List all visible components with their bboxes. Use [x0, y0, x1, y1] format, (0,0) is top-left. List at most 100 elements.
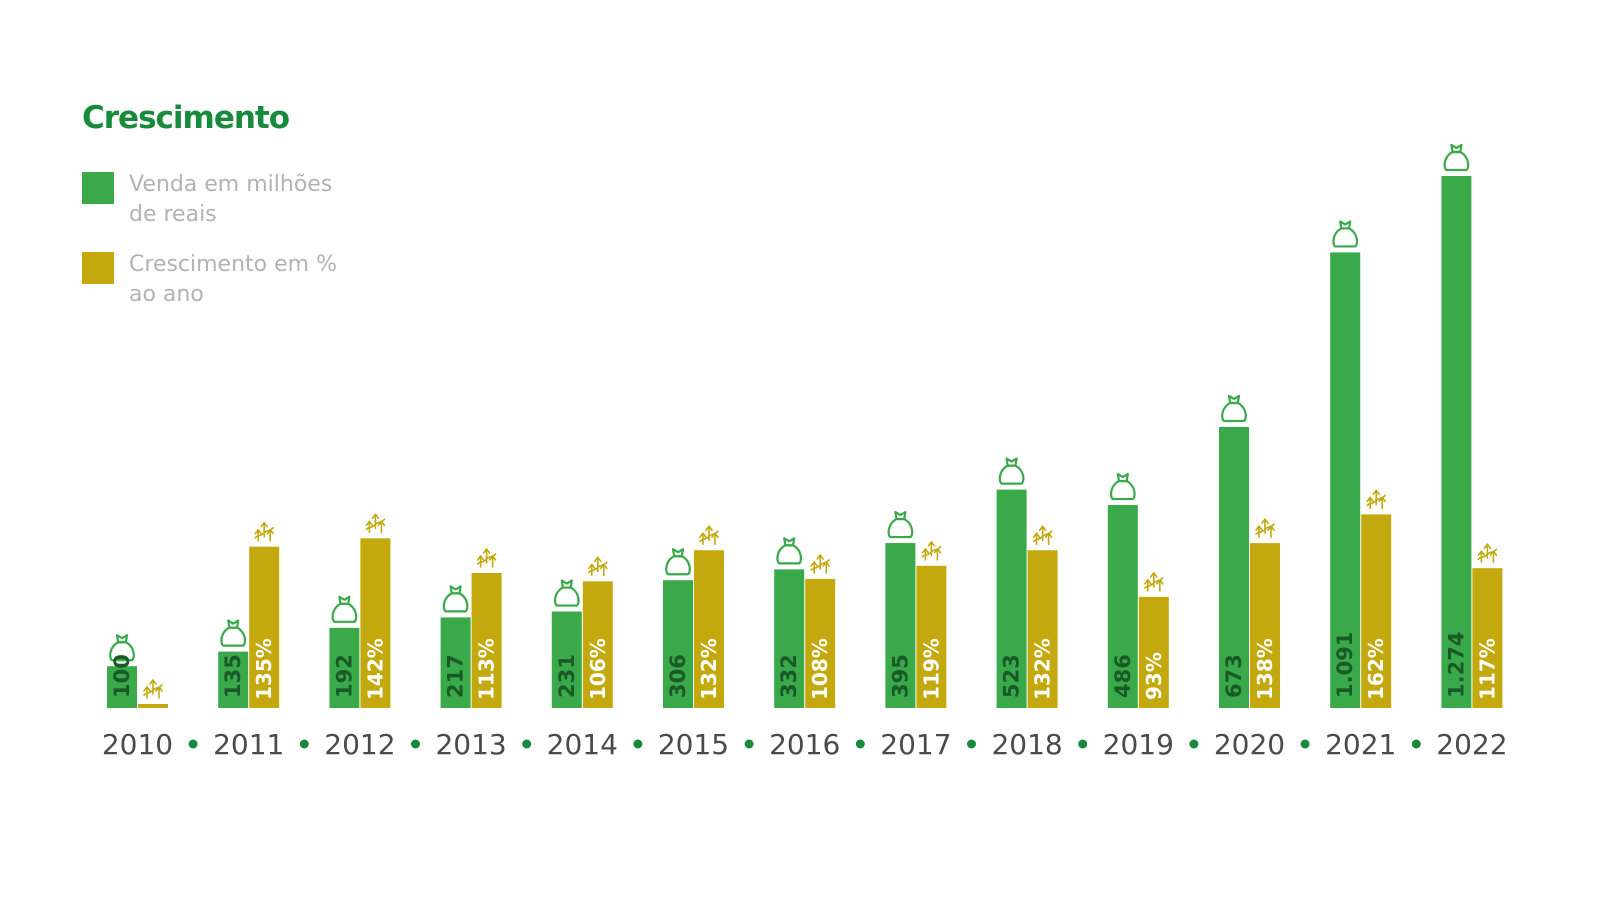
growth-value-label: 113%: [475, 638, 499, 700]
growth-value-label: 108%: [808, 638, 832, 700]
legend-label-growth: Crescimento em % ao ano: [129, 252, 337, 307]
growth-bar: [1250, 543, 1280, 708]
sales-bar: [107, 666, 137, 708]
sales-bar: [774, 569, 805, 708]
growth-bar: [1138, 596, 1169, 708]
growth-bar: [694, 550, 724, 708]
sales-bar: [218, 651, 249, 708]
year-label: 2013: [435, 728, 506, 761]
growth-bar: [805, 578, 836, 708]
sales-value-label: 395: [888, 654, 912, 698]
growth-arrows-icon: [810, 554, 830, 574]
money-bag-icon: [1109, 472, 1136, 501]
growth-bar: [249, 546, 280, 708]
growth-arrows-icon: [143, 679, 163, 699]
separator-dot: [744, 739, 754, 749]
sales-value-label: 217: [444, 654, 468, 698]
growth-value-label: 93%: [1142, 652, 1166, 700]
growth-arrows-icon: [921, 540, 942, 561]
money-bag-icon: [1443, 143, 1470, 172]
sales-bar: [1441, 176, 1472, 708]
year-label: 2010: [102, 728, 173, 761]
year-label: 2020: [1214, 728, 1285, 761]
sales-value-label: 332: [777, 654, 801, 698]
sales-bar: [663, 580, 693, 708]
money-bag-icon: [665, 548, 691, 576]
growth-bar: [1361, 514, 1392, 708]
sales-bar: [1330, 252, 1361, 708]
sales-value-label: 1.091: [1333, 632, 1357, 698]
sales-value-label: 100: [110, 654, 134, 698]
sales-value-label: 673: [1222, 654, 1246, 698]
sales-bar: [885, 543, 916, 708]
year-label: 2015: [658, 728, 729, 761]
growth-bar: [916, 565, 947, 708]
separator-dot: [855, 739, 865, 749]
sales-bar: [329, 627, 360, 708]
separator-dot: [633, 739, 643, 749]
separator-dot: [522, 739, 532, 749]
chart-title: Crescimento: [82, 100, 290, 136]
sales-value-label: 231: [555, 654, 579, 698]
money-bag-icon: [998, 457, 1025, 485]
year-label: 2021: [1325, 728, 1396, 761]
growth-value-label: 162%: [1364, 638, 1388, 700]
money-bag-icon: [1332, 220, 1359, 248]
year-label: 2022: [1436, 728, 1507, 761]
growth-arrows-icon: [1366, 489, 1386, 510]
growth-bar: [360, 538, 391, 708]
sales-value-label: 135: [221, 654, 245, 698]
money-bag-icon: [109, 634, 135, 662]
money-bag-icon: [331, 595, 358, 623]
growth-value-label: 142%: [363, 638, 387, 700]
sales-value-label: 486: [1111, 654, 1135, 698]
money-bag-icon: [776, 537, 803, 565]
growth-arrows-icon: [365, 513, 386, 534]
separator-dot: [1300, 739, 1310, 749]
year-label: 2018: [991, 728, 1062, 761]
legend-swatch-sales: [82, 172, 114, 204]
year-label: 2012: [324, 728, 395, 761]
growth-arrows-icon: [1032, 525, 1053, 546]
growth-bar: [138, 704, 168, 708]
growth-bar: [471, 572, 502, 708]
growth-value-label: 119%: [919, 638, 943, 700]
legend-label-sales: Venda em milhões de reais: [129, 172, 333, 227]
growth-value-label: 117%: [1475, 638, 1499, 700]
sales-value-label: 1.274: [1444, 632, 1468, 698]
legend-item-growth: Crescimento em % ao ano: [82, 250, 359, 310]
sales-value-label: 306: [666, 654, 690, 698]
growth-arrows-icon: [254, 521, 274, 542]
growth-arrows-icon: [476, 548, 497, 568]
sales-bar: [551, 611, 582, 708]
legend-item-sales: Venda em milhões de reais: [82, 170, 359, 230]
sales-value-label: 523: [1000, 654, 1024, 698]
money-bag-icon: [220, 619, 247, 647]
year-label: 2011: [213, 728, 284, 761]
sales-value-label: 192: [332, 654, 356, 698]
separator-dot: [411, 739, 420, 749]
separator-dot: [188, 739, 198, 749]
growth-arrows-icon: [1144, 572, 1164, 592]
growth-arrows-icon: [1255, 518, 1275, 538]
growth-arrows-icon: [1477, 543, 1498, 563]
sales-bar: [1219, 426, 1249, 708]
money-bag-icon: [887, 510, 914, 539]
money-bag-icon: [442, 585, 469, 613]
growth-bar: [1472, 568, 1503, 708]
separator-dot: [1078, 739, 1088, 749]
growth-value-label: 132%: [697, 638, 721, 700]
growth-arrows-icon: [699, 525, 719, 546]
growth-value-label: 106%: [586, 638, 610, 700]
growth-value-label: 132%: [1031, 638, 1055, 700]
sales-bar: [1107, 505, 1138, 708]
year-label: 2016: [769, 728, 840, 761]
separator-dot: [1411, 739, 1421, 749]
separator-dot: [967, 739, 976, 749]
sales-bar: [440, 617, 471, 708]
growth-value-label: 135%: [252, 638, 276, 700]
year-label: 2019: [1103, 728, 1174, 761]
year-label: 2014: [547, 728, 618, 761]
growth-bar: [582, 581, 613, 708]
money-bag-icon: [1221, 394, 1247, 423]
